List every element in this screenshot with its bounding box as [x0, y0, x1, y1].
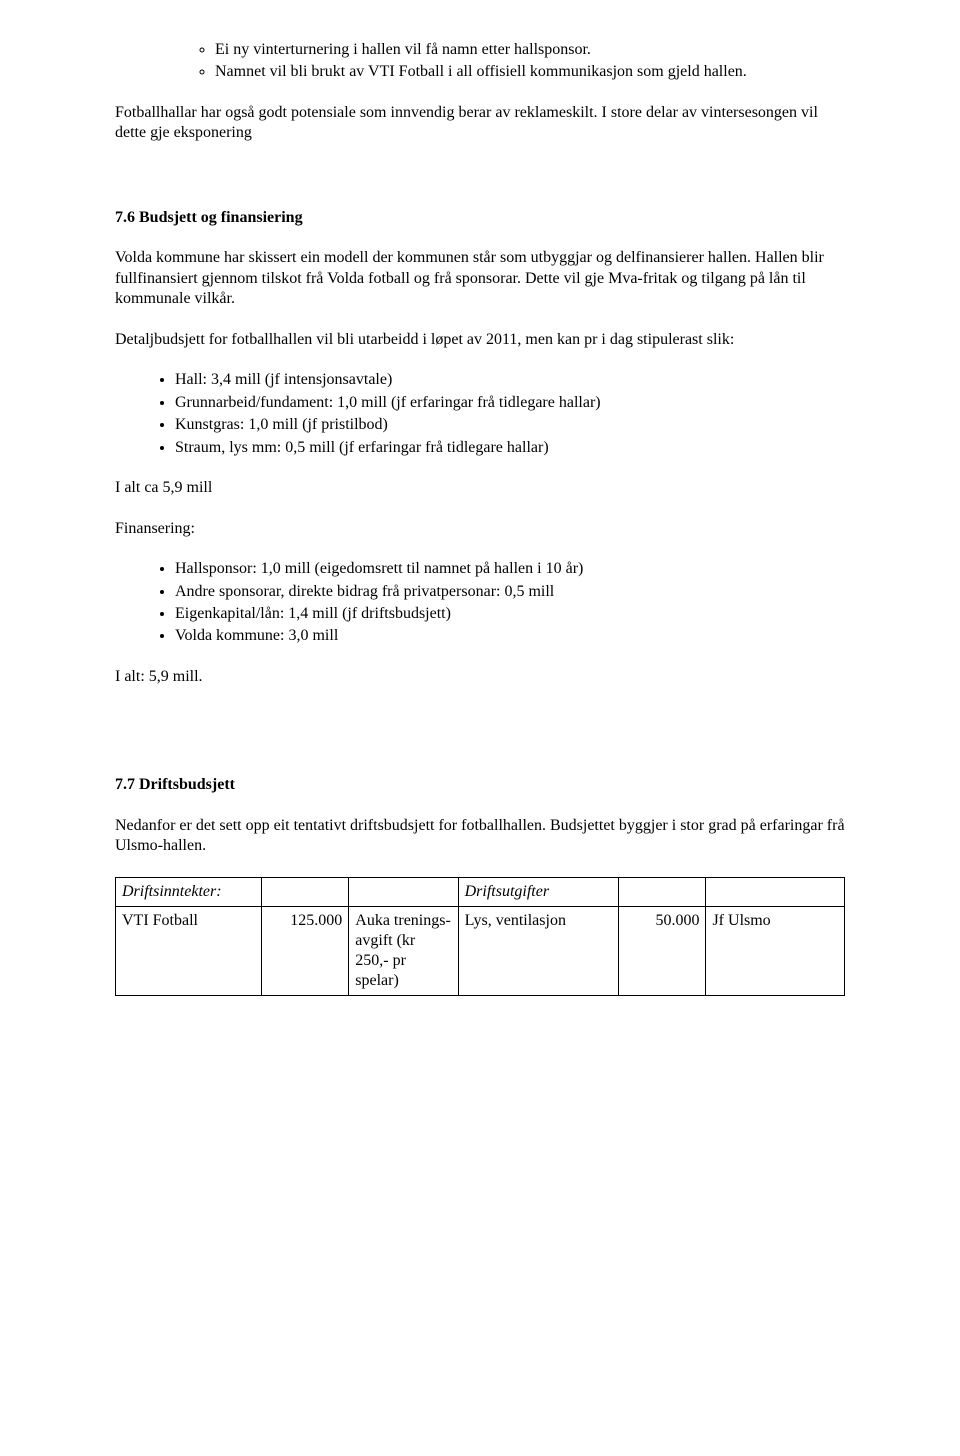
heading-7-7: 7.7 Driftsbudsjett	[115, 775, 845, 795]
list-item: Hallsponsor: 1,0 mill (eigedomsrett til …	[175, 559, 845, 579]
paragraph-7-6b: Detaljbudsjett for fotballhallen vil bli…	[115, 330, 845, 350]
paragraph-reklame: Fotballhallar har også godt potensiale s…	[115, 103, 845, 144]
cell-amount: 50.000	[618, 906, 705, 995]
list-item: Namnet vil bli brukt av VTI Fotball i al…	[215, 62, 845, 82]
table-header-row: Driftsinntekter: Driftsutgifter	[116, 877, 845, 906]
list-item: Kunstgras: 1,0 mill (jf pristilbod)	[175, 415, 845, 435]
list-item: Hall: 3,4 mill (jf intensjonsavtale)	[175, 370, 845, 390]
cell-note: Auka trenings-avgift (kr 250,- pr spelar…	[349, 906, 458, 995]
header-driftsinntekter: Driftsinntekter:	[116, 877, 262, 906]
budget-list: Hall: 3,4 mill (jf intensjonsavtale) Gru…	[115, 370, 845, 458]
list-item: Eigenkapital/lån: 1,4 mill (jf driftsbud…	[175, 604, 845, 624]
header-blank	[261, 877, 348, 906]
total-budget: I alt ca 5,9 mill	[115, 478, 845, 498]
cell-expense: Lys, ventilasjon	[458, 906, 618, 995]
sponsor-sub-list: Ei ny vinterturnering i hallen vil få na…	[115, 40, 845, 83]
header-blank	[706, 877, 845, 906]
list-item: Ei ny vinterturnering i hallen vil få na…	[215, 40, 845, 60]
paragraph-7-6a: Volda kommune har skissert ein modell de…	[115, 248, 845, 309]
heading-7-6: 7.6 Budsjett og finansiering	[115, 208, 845, 228]
table-row: VTI Fotball 125.000 Auka trenings-avgift…	[116, 906, 845, 995]
list-item: Grunnarbeid/fundament: 1,0 mill (jf erfa…	[175, 393, 845, 413]
header-driftsutgifter: Driftsutgifter	[458, 877, 618, 906]
total-financing: I alt: 5,9 mill.	[115, 667, 845, 687]
header-blank	[618, 877, 705, 906]
header-blank	[349, 877, 458, 906]
list-item: Straum, lys mm: 0,5 mill (jf erfaringar …	[175, 438, 845, 458]
cell-amount: 125.000	[261, 906, 348, 995]
financing-label: Finansering:	[115, 519, 845, 539]
cell-name: VTI Fotball	[116, 906, 262, 995]
paragraph-7-7: Nedanfor er det sett opp eit tentativt d…	[115, 816, 845, 857]
list-item: Andre sponsorar, direkte bidrag frå priv…	[175, 582, 845, 602]
list-item: Volda kommune: 3,0 mill	[175, 626, 845, 646]
cell-ref: Jf Ulsmo	[706, 906, 845, 995]
drift-budget-table: Driftsinntekter: Driftsutgifter VTI Fotb…	[115, 877, 845, 996]
financing-list: Hallsponsor: 1,0 mill (eigedomsrett til …	[115, 559, 845, 647]
